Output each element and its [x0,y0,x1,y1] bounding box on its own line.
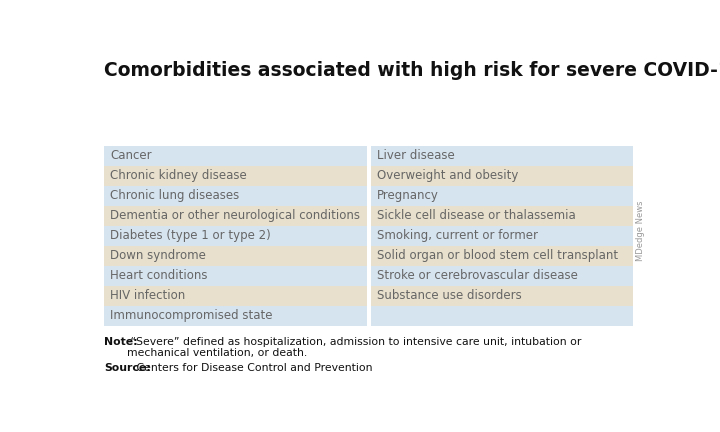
Text: Sickle cell disease or thalassemia: Sickle cell disease or thalassemia [377,210,575,222]
Bar [371,306,632,326]
Bar [371,266,632,286]
Bar [104,166,367,186]
Bar [371,206,632,226]
Bar [371,286,632,306]
Text: Cancer: Cancer [110,149,152,162]
Text: “Severe” defined as hospitalization, admission to intensive care unit, intubatio: “Severe” defined as hospitalization, adm… [127,337,582,358]
Text: Overweight and obesity: Overweight and obesity [377,169,518,182]
Bar [104,186,367,206]
Text: Pregnancy: Pregnancy [377,189,438,202]
Text: Down syndrome: Down syndrome [110,249,206,262]
Text: Chronic kidney disease: Chronic kidney disease [110,169,247,182]
Text: Liver disease: Liver disease [377,149,454,162]
Text: HIV infection: HIV infection [110,289,186,302]
Text: Smoking, current or former: Smoking, current or former [377,229,538,242]
Text: Stroke or cerebrovascular disease: Stroke or cerebrovascular disease [377,270,577,283]
Bar [371,166,632,186]
Text: MDedge News: MDedge News [636,200,644,261]
Bar [104,246,367,266]
Bar [371,146,632,166]
Text: Diabetes (type 1 or type 2): Diabetes (type 1 or type 2) [110,229,271,242]
Bar [104,226,367,246]
Text: Immunocompromised state: Immunocompromised state [110,309,273,322]
Text: Centers for Disease Control and Prevention: Centers for Disease Control and Preventi… [133,363,373,373]
Text: Substance use disorders: Substance use disorders [377,289,521,302]
Text: Heart conditions: Heart conditions [110,270,207,283]
Bar [104,146,367,166]
Text: Source:: Source: [104,363,150,373]
Text: Note:: Note: [104,337,138,347]
Bar [104,206,367,226]
Text: Dementia or other neurological conditions: Dementia or other neurological condition… [110,210,360,222]
Bar [371,226,632,246]
Bar [104,286,367,306]
Bar [104,266,367,286]
Bar [371,246,632,266]
Bar [104,306,367,326]
Text: Comorbidities associated with high risk for severe COVID-19: Comorbidities associated with high risk … [104,61,720,80]
Text: Chronic lung diseases: Chronic lung diseases [110,189,239,202]
Bar [371,186,632,206]
Text: Solid organ or blood stem cell transplant: Solid organ or blood stem cell transplan… [377,249,618,262]
